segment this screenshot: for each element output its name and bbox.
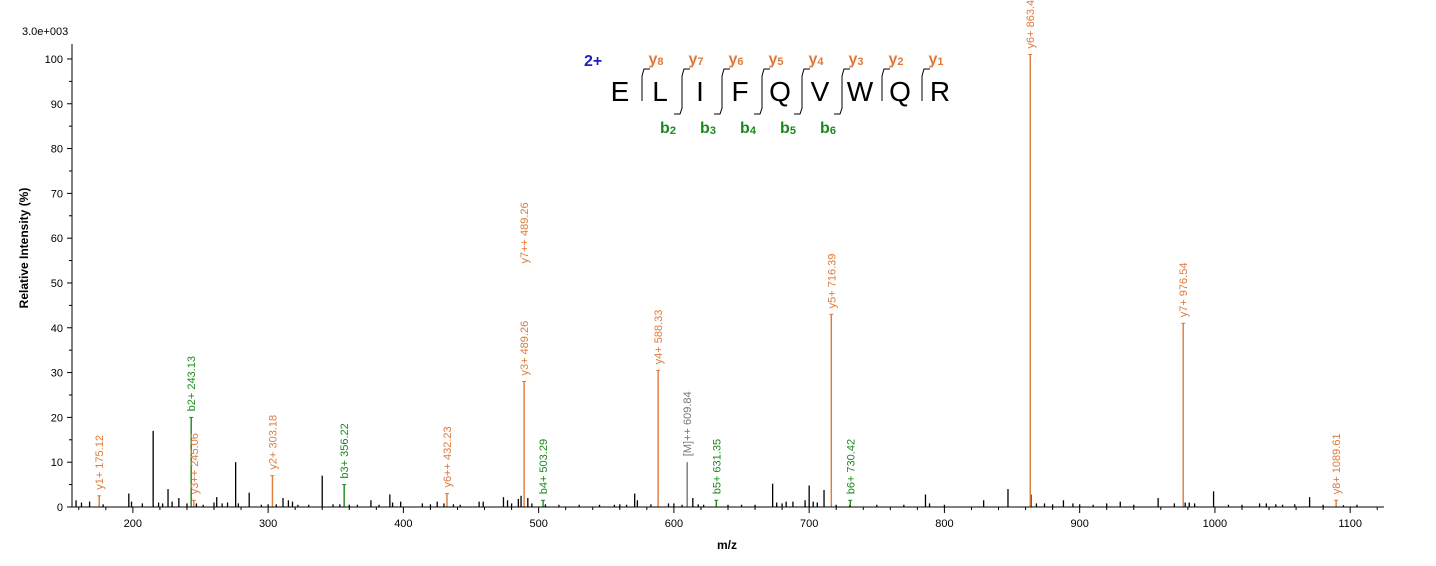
- y-ion-label: y3: [848, 51, 863, 68]
- charge-state-label: 2+: [584, 53, 602, 70]
- b-ion-label: b4: [740, 120, 757, 137]
- peak-label: y3+ 489.26: [519, 321, 531, 376]
- peak-label: y6+ 863.46: [1025, 0, 1037, 48]
- peak-label: y3++ 245.06: [189, 433, 201, 494]
- peak-label: b4+ 503.29: [538, 439, 550, 494]
- peak-label: y2+ 303.18: [267, 415, 279, 470]
- x-tick-label: 300: [259, 518, 277, 530]
- b-ion-bracket: [674, 78, 683, 115]
- peak-label: b2+ 243.13: [186, 356, 198, 411]
- b-ion-bracket: [714, 78, 723, 115]
- y-tick-label: 60: [51, 233, 63, 245]
- b-ion-label: b6: [820, 120, 836, 137]
- y-tick-label: 40: [51, 323, 63, 335]
- x-tick-label: 500: [529, 518, 547, 530]
- peak-label: y1+ 175.12: [94, 435, 106, 490]
- sequence-residue: E: [611, 76, 630, 107]
- peak-label: y4+ 588.33: [653, 310, 665, 365]
- sequence-residue: Q: [769, 76, 791, 107]
- y-tick-label: 80: [51, 144, 63, 156]
- peak-label: y8+ 1089.61: [1331, 433, 1343, 494]
- x-tick-label: 200: [124, 518, 142, 530]
- y-tick-label: 0: [57, 502, 63, 514]
- y-tick-label: 30: [51, 368, 63, 380]
- b-ion-label: b2: [660, 120, 676, 137]
- b-ion-bracket: [754, 78, 763, 115]
- b-ion-label: b5: [780, 120, 796, 137]
- y-ion-label: y2: [888, 51, 903, 68]
- y-ion-bracket: [801, 68, 810, 101]
- x-tick-label: 1000: [1203, 518, 1227, 530]
- peak-label: b6+ 730.42: [845, 439, 857, 494]
- y-tick-label: 50: [51, 278, 63, 290]
- y-ion-label: y6: [728, 51, 743, 68]
- x-tick-label: 900: [1070, 518, 1088, 530]
- peak-label: b5+ 631.35: [711, 439, 723, 494]
- y-ion-label: y4: [808, 51, 824, 68]
- peak-labels-layer: y1+ 175.12 b2+ 243.13 y3++ 245.06 y2+ 303.1…: [94, 0, 1343, 494]
- sequence-residue: L: [652, 76, 668, 107]
- peaks-layer: [75, 53, 1358, 507]
- b-ion-bracket: [834, 78, 843, 115]
- sequence-residue: I: [696, 76, 704, 107]
- peak-label: [M]++ 609.84: [682, 391, 694, 456]
- axes-layer: 3.0e+003 m/z Relative Intensity (%) 0 10 2…: [17, 26, 1384, 552]
- y-ion-bracket: [881, 68, 890, 101]
- y-tick-label: 20: [51, 412, 63, 424]
- sequence-residue: F: [731, 76, 748, 107]
- y-ion-label: y5: [768, 51, 783, 68]
- x-tick-label: 400: [394, 518, 412, 530]
- y-ion-label: y8: [648, 51, 663, 68]
- sequence-residue: R: [930, 76, 950, 107]
- y-tick-label: 100: [45, 54, 63, 66]
- y-tick-label: 10: [51, 457, 63, 469]
- y-ion-bracket: [641, 68, 650, 101]
- x-tick-label: 600: [665, 518, 683, 530]
- peak-label: y7+ 976.54: [1178, 263, 1190, 318]
- y-axis-title: Relative Intensity (%): [17, 188, 31, 309]
- y-ion-bracket: [921, 68, 930, 101]
- intensity-scale-label: 3.0e+003: [22, 26, 68, 38]
- y-ion-label: y1: [928, 51, 943, 68]
- x-tick-label: 1100: [1338, 518, 1362, 530]
- y-tick-label: 70: [51, 188, 63, 200]
- b-ion-bracket: [794, 78, 803, 115]
- y-ion-bracket: [721, 68, 730, 101]
- x-tick-label: 800: [935, 518, 953, 530]
- b-ion-label: b3: [700, 120, 716, 137]
- peak-label: y6++ 432.23: [442, 426, 454, 487]
- sequence-residue: V: [811, 76, 830, 107]
- y-tick-label: 90: [51, 99, 63, 111]
- peak-label: y7++ 489.26: [519, 202, 531, 263]
- y-ion-label: y7: [688, 51, 703, 68]
- x-tick-label: 700: [800, 518, 818, 530]
- y-ion-bracket: [681, 68, 690, 101]
- peak-label: y5+ 716.39: [826, 254, 838, 309]
- sequence-residue: Q: [889, 76, 911, 107]
- peak-label: b3+ 356.22: [339, 423, 351, 478]
- sequence-residue: W: [847, 76, 874, 107]
- x-axis-title: m/z: [717, 538, 737, 552]
